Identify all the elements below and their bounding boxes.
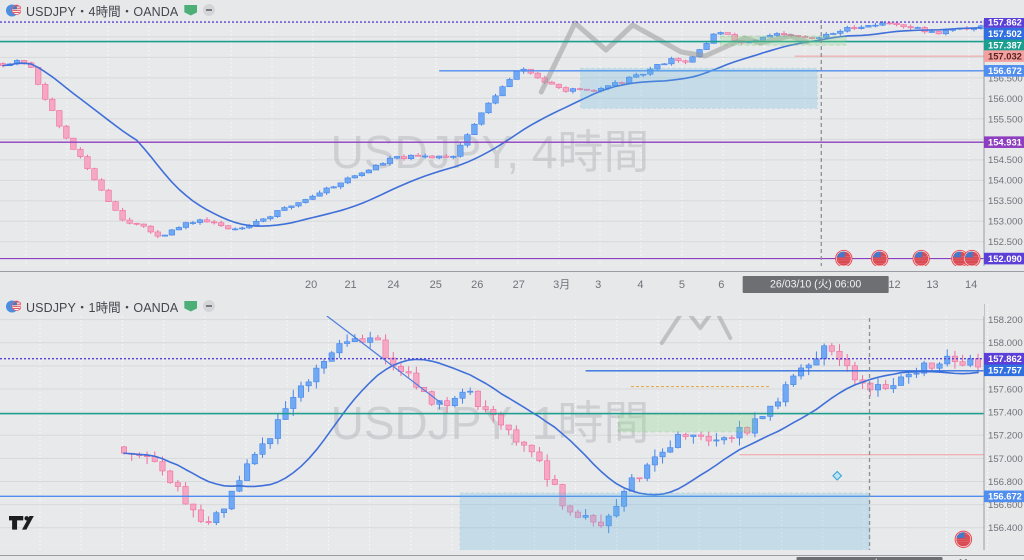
svg-text:21: 21 [344, 279, 356, 291]
svg-text:27: 27 [513, 279, 525, 291]
svg-text:6: 6 [718, 279, 724, 291]
svg-text:20: 20 [305, 279, 317, 291]
svg-text:12: 12 [888, 279, 900, 291]
svg-text:158.000: 158.000 [988, 338, 1023, 349]
svg-text:157.502: 157.502 [988, 28, 1022, 39]
svg-text:157.032: 157.032 [988, 50, 1022, 61]
svg-text:157.757: 157.757 [988, 364, 1022, 375]
svg-text:153.500: 153.500 [988, 196, 1023, 207]
svg-text:156.800: 156.800 [988, 477, 1023, 488]
svg-text:157.000: 157.000 [988, 454, 1023, 465]
svg-text:26: 26 [471, 279, 483, 291]
svg-text:156.400: 156.400 [988, 523, 1023, 534]
svg-text:155.500: 155.500 [988, 114, 1023, 125]
svg-text:152.090: 152.090 [988, 253, 1022, 264]
svg-text:157.862: 157.862 [988, 18, 1022, 27]
svg-text:5: 5 [679, 279, 685, 291]
svg-text:3月: 3月 [553, 279, 570, 291]
svg-text:4: 4 [637, 279, 643, 291]
svg-text:158.200: 158.200 [988, 315, 1023, 326]
svg-text:24: 24 [387, 279, 399, 291]
svg-text:USDJPY, 1時間: USDJPY, 1時間 [331, 397, 650, 449]
svg-text:157.400: 157.400 [988, 408, 1023, 419]
svg-text:25: 25 [430, 279, 442, 291]
svg-text:156.672: 156.672 [988, 65, 1022, 76]
svg-text:157.600: 157.600 [988, 384, 1023, 395]
svg-text:157.862: 157.862 [988, 353, 1022, 364]
svg-text:13: 13 [926, 279, 938, 291]
svg-text:154.500: 154.500 [988, 155, 1023, 166]
svg-text:154.000: 154.000 [988, 176, 1023, 187]
svg-text:3: 3 [595, 279, 601, 291]
svg-text:154.931: 154.931 [988, 136, 1022, 147]
svg-text:156.000: 156.000 [988, 94, 1023, 105]
svg-text:14: 14 [965, 279, 977, 291]
svg-text:156.672: 156.672 [988, 491, 1022, 502]
svg-text:157.200: 157.200 [988, 431, 1023, 442]
svg-text:153.000: 153.000 [988, 217, 1023, 228]
svg-text:26/03/10 (火) 06:00: 26/03/10 (火) 06:00 [770, 279, 861, 291]
svg-text:157.387: 157.387 [988, 40, 1022, 51]
svg-text:152.500: 152.500 [988, 237, 1023, 248]
